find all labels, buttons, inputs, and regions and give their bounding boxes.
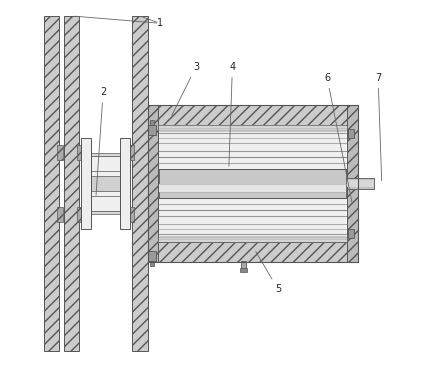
Bar [128,207,135,222]
Bar [159,237,347,242]
Text: 1: 1 [156,18,163,28]
Bar [240,268,247,272]
Text: 2: 2 [96,87,106,195]
Bar [347,180,374,187]
Text: 6: 6 [324,73,352,203]
Text: 3: 3 [172,62,199,116]
Bar [77,207,84,222]
Bar [148,105,358,125]
Bar [159,184,346,192]
Bar [132,16,148,351]
Bar [91,153,120,156]
Bar [159,125,347,130]
Text: 4: 4 [229,62,236,166]
Bar [148,242,358,262]
Bar [77,145,84,160]
Bar [81,138,91,229]
Bar [347,178,374,189]
Bar [150,120,155,125]
Text: 7: 7 [375,73,382,181]
Bar [148,251,156,261]
Bar [57,207,63,222]
Bar [159,169,346,198]
Bar [120,138,130,229]
Bar [241,261,246,269]
Bar [91,176,120,191]
Bar [347,105,358,262]
Bar [148,105,159,262]
Bar [44,16,59,351]
Text: 5: 5 [256,251,281,294]
Bar [150,261,155,266]
Bar [91,211,120,214]
Bar [57,145,63,160]
Bar [128,145,135,160]
Bar [64,16,79,351]
Bar [148,125,156,135]
Bar [348,129,354,138]
Bar [91,156,120,211]
Bar [159,125,346,242]
Bar [348,229,354,238]
